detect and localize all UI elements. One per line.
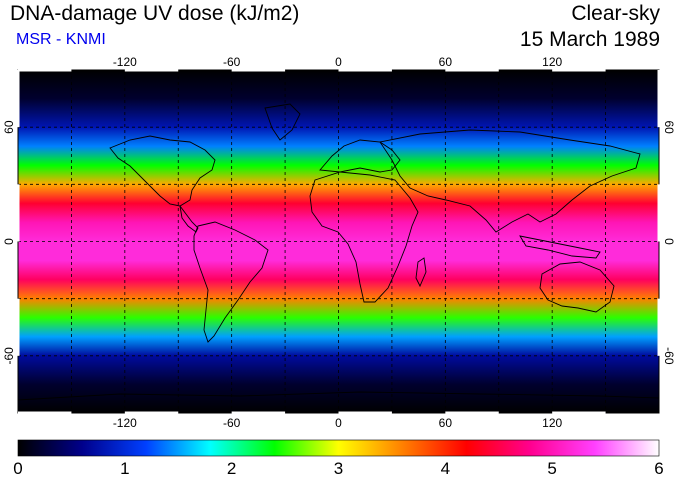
tick-label: 4 [441, 459, 450, 478]
europe-coastline [319, 139, 401, 173]
tick-label: -60 [662, 347, 676, 365]
tick-label: 2 [227, 459, 236, 478]
greenland-coastline [264, 103, 301, 141]
tick-label: 5 [547, 459, 556, 478]
tick-label: 0 [335, 55, 342, 69]
tick-label: -60 [2, 347, 16, 365]
frame-tick [124, 68, 179, 72]
frame-tick [445, 411, 499, 415]
frame-tick [338, 68, 392, 72]
frame-tick [124, 411, 179, 415]
frame-tick [445, 68, 499, 72]
tick-label: 60 [2, 120, 16, 134]
frame-tick [657, 298, 661, 356]
colorbar [17, 439, 660, 457]
colorbar-tick-labels: 0 1 2 3 4 5 6 [13, 459, 663, 478]
tick-label: 1 [120, 459, 129, 478]
south-america-coastline [193, 221, 269, 343]
tick-label: -60 [223, 416, 241, 430]
frame-tick [657, 184, 661, 242]
frame-tick [657, 70, 661, 128]
africa-coastline [309, 171, 419, 303]
map-title: DNA-damage UV dose (kJ/m2) [10, 2, 300, 25]
tick-label: 0 [13, 459, 22, 478]
latitude-labels-left: 60 0 -60 [2, 120, 16, 364]
frame-tick [16, 184, 20, 242]
central-america-coastline [179, 205, 199, 233]
madagascar-coastline [415, 257, 427, 288]
tick-label: 120 [542, 416, 562, 430]
frame-tick [18, 411, 72, 415]
tick-label: 3 [334, 459, 343, 478]
frame-tick [16, 298, 20, 356]
asia-coastline [379, 129, 641, 233]
frame-tick [552, 68, 606, 72]
tick-label: 0 [2, 238, 16, 245]
latitude-labels-right: 60 0 -60 [662, 120, 676, 364]
frame-tick [338, 411, 392, 415]
tick-label: -120 [113, 416, 137, 430]
sky-condition-label: Clear-sky [571, 2, 660, 25]
antarctica-coastline [18, 391, 659, 401]
frame-alternating-ticks [16, 68, 661, 415]
frame-tick [231, 411, 286, 415]
frame-tick [18, 68, 72, 72]
longitude-labels-top: -120 -60 0 60 120 [113, 55, 563, 69]
australia-coastline [539, 261, 615, 313]
tick-label: 60 [662, 120, 676, 134]
tick-label: 60 [439, 55, 453, 69]
frame-tick [552, 411, 606, 415]
date-label: 15 March 1989 [519, 28, 660, 51]
tick-label: 60 [439, 416, 453, 430]
tick-label: 0 [662, 238, 676, 245]
graticule [18, 70, 659, 413]
tick-label: 120 [542, 55, 562, 69]
longitude-labels-bottom: -120 -60 0 60 120 [113, 416, 563, 430]
tick-label: -120 [113, 55, 137, 69]
frame-tick [231, 68, 286, 72]
tick-label: -60 [223, 55, 241, 69]
coastlines [18, 103, 659, 401]
north-america-coastline [109, 135, 216, 207]
source-label: MSR - KNMI [16, 31, 106, 48]
tick-label: 6 [654, 459, 663, 478]
tick-label: 0 [335, 416, 342, 430]
frame-tick [16, 70, 20, 128]
indonesia-coastline [519, 235, 601, 259]
